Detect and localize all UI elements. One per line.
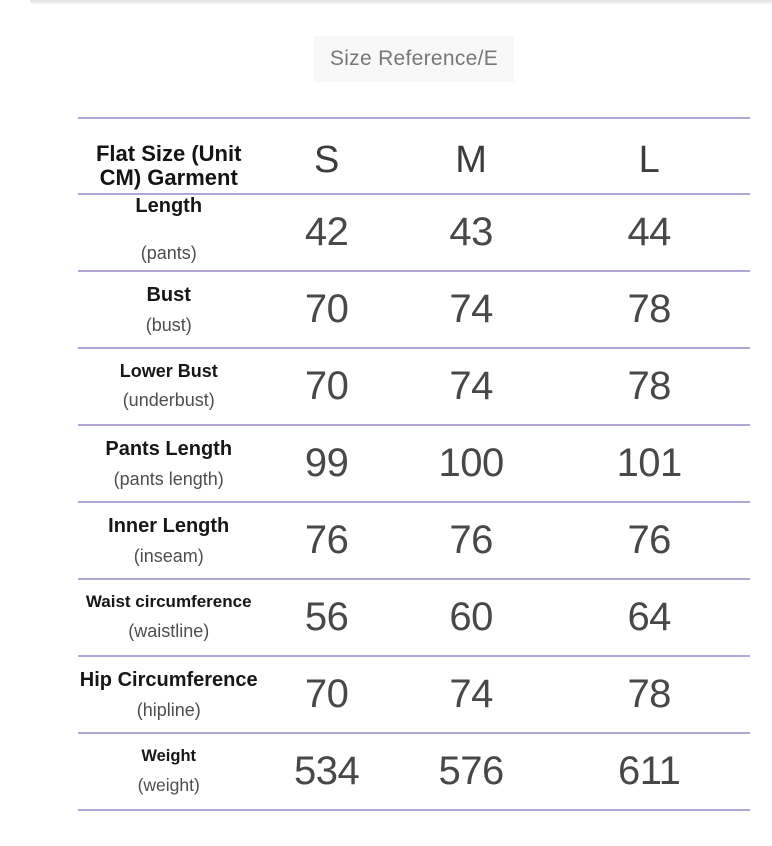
measure-value: 534 [259,733,394,811]
measure-label-cell: Weight (weight) [78,733,260,811]
measure-value: 78 [548,348,750,426]
table-row: Length (pants) 42 43 44 [78,194,750,272]
measure-label-cell: Length (pants) [78,194,260,272]
measure-value: 43 [393,194,549,272]
measure-value: 74 [393,656,549,734]
page-title: Size Reference/E [313,36,515,82]
measure-name: Bust [146,283,191,306]
column-header-size-s: S [259,118,394,195]
measure-name: Hip Circumference [79,668,258,691]
measure-value: 76 [259,502,394,580]
measure-value: 78 [548,271,750,349]
measure-value: 78 [548,656,750,734]
size-table-body: Length (pants) 42 43 44 Bust (bust) 70 74 78 Lower… [78,194,750,811]
measure-name: Length [135,195,203,217]
measure-value: 56 [259,579,394,657]
table-row: Lower Bust (underbust) 70 74 78 [78,348,750,426]
measure-alias: (pants) [140,243,197,263]
table-row: Bust (bust) 70 74 78 [78,271,750,349]
header-row: Flat Size (Unit CM) Garment S M L [78,118,750,195]
table-row: Inner Length (inseam) 76 76 76 [78,502,750,580]
measure-name: Weight [141,747,197,766]
top-edge-strip [30,0,772,4]
measure-value: 74 [393,271,549,349]
measure-alias: (weight) [137,774,200,795]
measure-alias: (hipline) [136,699,201,720]
measure-name: Waist circumference [85,592,252,612]
measure-label-cell: Inner Length (inseam) [78,502,260,580]
measure-value: 70 [259,656,394,734]
column-header-size-l: L [548,118,750,195]
measure-name: Pants Length [105,437,233,460]
measure-name: Lower Bust [119,360,218,381]
measure-value: 44 [548,194,750,272]
measure-value: 76 [548,502,750,580]
table-row: Weight (weight) 534 576 611 [78,733,750,811]
measure-value: 100 [393,425,549,503]
table-row: Waist circumference (waistline) 56 60 64 [78,579,750,657]
measure-value: 70 [259,348,394,426]
unit-header-cell: Flat Size (Unit CM) Garment [78,118,260,195]
measure-label-cell: Hip Circumference (hipline) [78,656,260,734]
table-row: Hip Circumference (hipline) 70 74 78 [78,656,750,734]
measure-value: 70 [259,271,394,349]
measure-label-cell: Bust (bust) [78,271,260,349]
table-row: Pants Length (pants length) 99 100 101 [78,425,750,503]
measure-alias: (pants length) [113,468,224,489]
measure-value: 99 [259,425,394,503]
measure-value: 76 [393,502,549,580]
column-header-size-m: M [393,118,549,195]
measure-value: 74 [393,348,549,426]
measure-label-cell: Pants Length (pants length) [78,425,260,503]
size-reference-table: Flat Size (Unit CM) Garment S M L Length… [78,117,750,811]
size-table-header: Flat Size (Unit CM) Garment S M L [78,118,750,195]
measure-name: Inner Length [108,514,230,537]
measure-label-cell: Lower Bust (underbust) [78,348,260,426]
measure-value: 611 [548,733,750,811]
measure-value: 64 [548,579,750,657]
measure-value: 60 [393,579,549,657]
measure-alias: (waistline) [128,620,210,641]
measure-alias: (bust) [145,314,192,335]
measure-label-cell: Waist circumference (waistline) [78,579,260,657]
measure-value: 576 [393,733,549,811]
measure-value: 42 [259,194,394,272]
title-bar: Size Reference/E [78,36,750,82]
measure-value: 101 [548,425,750,503]
measure-alias: (inseam) [133,545,204,566]
measure-alias: (underbust) [122,390,215,411]
